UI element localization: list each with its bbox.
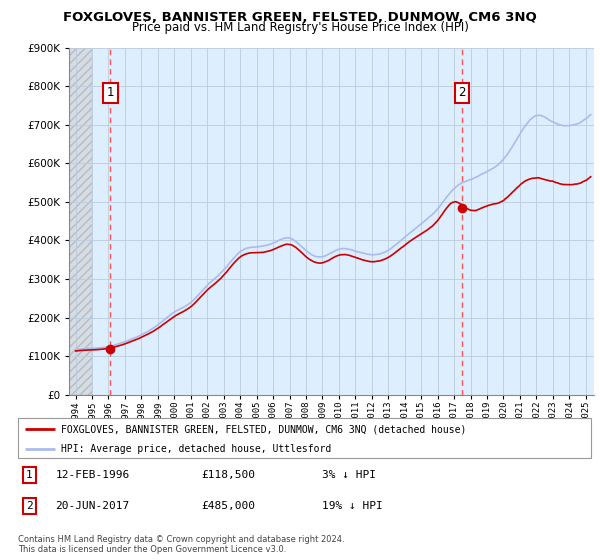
Text: 12-FEB-1996: 12-FEB-1996 [55,470,130,480]
Text: FOXGLOVES, BANNISTER GREEN, FELSTED, DUNMOW, CM6 3NQ: FOXGLOVES, BANNISTER GREEN, FELSTED, DUN… [63,11,537,24]
Text: HPI: Average price, detached house, Uttlesford: HPI: Average price, detached house, Uttl… [61,444,331,454]
Text: 20-JUN-2017: 20-JUN-2017 [55,501,130,511]
Text: 1: 1 [107,86,114,99]
Text: 1: 1 [26,470,33,480]
Text: £118,500: £118,500 [202,470,256,480]
Text: 19% ↓ HPI: 19% ↓ HPI [322,501,382,511]
Text: 2: 2 [26,501,33,511]
Text: 2: 2 [458,86,466,99]
Bar [69,48,92,395]
Bar [69,48,92,395]
Text: Contains HM Land Registry data © Crown copyright and database right 2024.
This d: Contains HM Land Registry data © Crown c… [18,535,344,554]
Text: £485,000: £485,000 [202,501,256,511]
Text: Price paid vs. HM Land Registry's House Price Index (HPI): Price paid vs. HM Land Registry's House … [131,21,469,34]
Text: FOXGLOVES, BANNISTER GREEN, FELSTED, DUNMOW, CM6 3NQ (detached house): FOXGLOVES, BANNISTER GREEN, FELSTED, DUN… [61,424,466,434]
Text: 3% ↓ HPI: 3% ↓ HPI [322,470,376,480]
